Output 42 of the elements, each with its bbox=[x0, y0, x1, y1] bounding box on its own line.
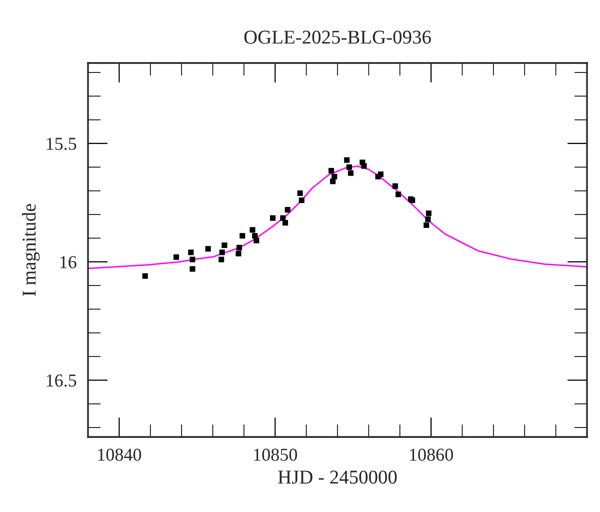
point bbox=[236, 250, 242, 256]
point bbox=[240, 233, 246, 239]
point bbox=[346, 164, 352, 170]
point bbox=[270, 215, 276, 221]
point bbox=[392, 183, 398, 189]
point bbox=[426, 210, 432, 216]
chart-title: OGLE-2025-BLG-0936 bbox=[244, 30, 431, 44]
point bbox=[425, 216, 431, 222]
x-tick-label: 10850 bbox=[254, 448, 298, 461]
point bbox=[332, 174, 338, 180]
point bbox=[142, 273, 148, 279]
point bbox=[218, 256, 224, 262]
point bbox=[344, 157, 350, 163]
y-tick-label: 15.5 bbox=[46, 138, 76, 150]
point bbox=[252, 233, 258, 239]
point bbox=[236, 244, 242, 250]
y-tick-label: 16 bbox=[60, 256, 76, 268]
point bbox=[222, 242, 228, 248]
point bbox=[190, 266, 196, 272]
y-tick-label: 16.5 bbox=[46, 374, 76, 387]
x-tick-label: 10860 bbox=[410, 448, 453, 461]
x-axis-title: HJD - 2450000 bbox=[278, 470, 397, 484]
point bbox=[188, 250, 194, 256]
line-series bbox=[88, 166, 587, 270]
point bbox=[173, 254, 180, 260]
point bbox=[378, 171, 384, 178]
x-tick-label: 10840 bbox=[98, 448, 142, 461]
point bbox=[254, 238, 260, 244]
point bbox=[284, 206, 290, 213]
point bbox=[361, 163, 367, 169]
point bbox=[205, 246, 211, 252]
point bbox=[219, 250, 225, 256]
point bbox=[328, 168, 334, 174]
point bbox=[282, 220, 288, 226]
point bbox=[396, 192, 402, 198]
point bbox=[298, 198, 304, 204]
point bbox=[297, 190, 303, 196]
y-axis-title: I magnitude bbox=[22, 204, 40, 296]
point bbox=[424, 222, 430, 228]
point bbox=[250, 227, 256, 233]
point bbox=[348, 170, 354, 176]
point bbox=[190, 256, 196, 262]
